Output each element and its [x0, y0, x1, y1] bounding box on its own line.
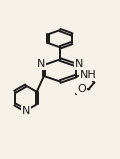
Text: N: N: [75, 59, 83, 69]
Text: N: N: [22, 106, 30, 116]
Text: N: N: [37, 59, 45, 69]
Text: NH: NH: [80, 70, 96, 80]
Text: O: O: [77, 84, 86, 94]
